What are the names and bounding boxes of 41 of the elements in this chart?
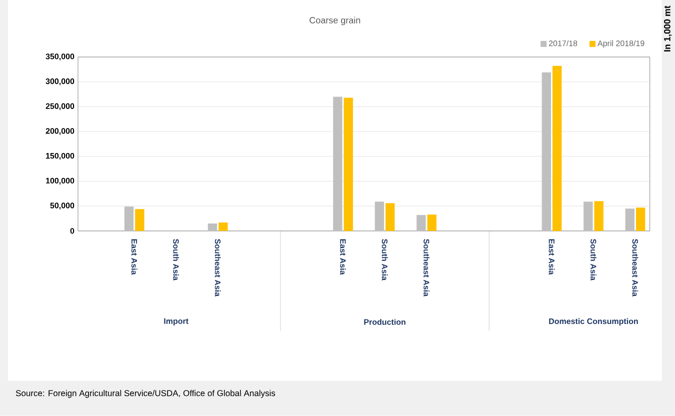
- bar: [208, 224, 218, 231]
- y-tick-label: 300,000: [46, 78, 74, 86]
- bar: [427, 214, 436, 231]
- x-tick-label: East Asia: [131, 239, 138, 275]
- source-note: Source: Foreign Agricultural Service/USDA, Office of Global Analysis: [16, 390, 276, 398]
- bar: [218, 222, 228, 231]
- text: Production: [364, 319, 406, 325]
- bar: [386, 203, 395, 231]
- bar: [584, 202, 593, 231]
- bar: [552, 66, 562, 231]
- y-tick-label: 200,000: [46, 128, 74, 135]
- y-tick-label: 350,000: [46, 54, 74, 60]
- x-tick-label: East Asia: [340, 239, 346, 275]
- x-tick-label: Southeast Asia: [424, 239, 430, 297]
- bar: [124, 206, 134, 231]
- bar: [636, 208, 646, 231]
- y-tick-label: 0: [70, 228, 74, 234]
- y-tick-label: 150,000: [46, 153, 74, 160]
- bar: [344, 98, 353, 231]
- x-tick-label: East Asia: [548, 239, 555, 275]
- legend-label: 2017/18: [549, 40, 578, 46]
- x-tick-label: South Asia: [173, 239, 180, 281]
- x-tick-label: Southeast Asia: [214, 239, 221, 297]
- bar: [625, 208, 634, 231]
- x-tick-label: Southeast Asia: [632, 239, 638, 297]
- bar: [416, 215, 426, 231]
- text: Import: [164, 318, 188, 326]
- y-tick-label: 100,000: [46, 178, 74, 185]
- bar: [333, 96, 342, 231]
- text: In 1,000 mt: [664, 6, 672, 52]
- bar: [374, 202, 384, 231]
- y-tick-label: 250,000: [46, 103, 74, 110]
- y-tick-label: 50,000: [50, 202, 74, 210]
- text: Domestic Consumption: [549, 318, 638, 326]
- chart-title: Coarse grain: [310, 16, 360, 26]
- legend-label: April 2018/19: [598, 40, 644, 48]
- bar: [594, 201, 604, 231]
- x-tick-label: South Asia: [382, 239, 388, 281]
- x-tick-label: South Asia: [590, 239, 596, 281]
- bar: [135, 209, 144, 231]
- bar: [542, 72, 551, 231]
